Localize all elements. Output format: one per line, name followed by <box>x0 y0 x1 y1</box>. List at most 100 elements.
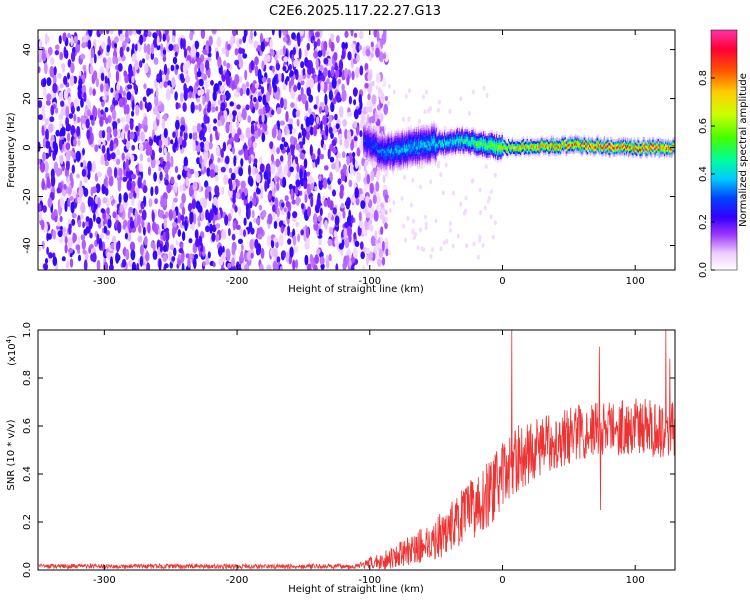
spectrogram-cell <box>42 137 46 149</box>
spectrogram-cell <box>292 235 297 246</box>
spectrogram-cell <box>138 142 144 152</box>
spectrogram-cell <box>385 154 387 158</box>
spectrogram-cell <box>399 139 401 142</box>
spectrogram-cell <box>366 125 369 128</box>
spectrogram-cell <box>512 151 514 154</box>
spectrogram-cell <box>416 139 418 142</box>
spectrogram-cell <box>322 115 327 125</box>
spectrogram-cell <box>366 159 369 163</box>
spectrogram-cell <box>185 60 191 69</box>
spectrogram-cell <box>527 147 529 150</box>
spectrogram-cell <box>385 145 387 148</box>
spectrogram-cell <box>412 131 414 135</box>
spectrogram-cell <box>470 178 474 184</box>
spectrogram-cell <box>217 157 221 163</box>
spectrogram-cell <box>377 258 382 267</box>
spectrogram-cell <box>271 127 277 139</box>
spectrogram-cell <box>217 56 222 68</box>
spectrogram-cell <box>500 137 502 140</box>
spectrogram-cell <box>482 144 484 147</box>
spectrogram-cell <box>534 150 536 154</box>
spectrogram-cell <box>484 130 487 134</box>
spectrogram-cell <box>511 151 514 155</box>
spectrogram-cell <box>380 154 383 157</box>
spectrogram-cell <box>411 139 413 142</box>
spectrogram-cell <box>335 123 340 130</box>
spectrogram-cell <box>408 137 410 140</box>
spectrogram-cell <box>205 92 210 103</box>
spectrogram-cell <box>283 164 288 176</box>
spectrogram-cell <box>408 149 410 152</box>
spectrogram-cell <box>468 143 470 147</box>
spectrogram-cell <box>461 146 463 150</box>
spectrogram-cell <box>73 36 78 44</box>
spectrogram-cell <box>443 148 445 151</box>
spectrogram-cell <box>422 132 424 135</box>
spectrogram-cell <box>393 138 396 141</box>
spectrogram-cell <box>231 257 236 267</box>
spectrogram-cell <box>401 154 403 158</box>
spectrogram-cell <box>437 143 439 146</box>
spectrogram-cell <box>396 155 398 158</box>
spectrogram-cell <box>391 145 393 148</box>
spectrogram-cell <box>488 133 490 136</box>
spectrogram-cell <box>78 70 82 77</box>
spectrogram-cell <box>392 163 395 167</box>
spectrogram-cell <box>478 187 482 193</box>
spectrogram-cell <box>426 154 428 158</box>
spectrogram-cell <box>438 129 440 132</box>
spectrogram-cell <box>429 138 431 142</box>
spectrogram-cell <box>410 140 412 143</box>
spectrogram-cell <box>381 160 383 164</box>
spectrogram-cell <box>276 181 280 191</box>
spectrogram-cell <box>407 143 409 146</box>
spectrogram-cell <box>430 133 433 136</box>
spectrogram-cell <box>125 104 130 115</box>
spectrogram-cell <box>439 145 441 148</box>
spectrogram-cell <box>472 136 475 140</box>
spectrogram-cell <box>236 120 240 128</box>
spectrogram-cell <box>370 144 372 148</box>
spectrogram-cell <box>444 139 446 142</box>
spectrogram-cell <box>64 243 68 254</box>
spectrogram-cell <box>189 132 193 140</box>
spectrogram-cell <box>108 175 114 187</box>
spectrogram-cell <box>480 147 482 150</box>
spectrogram-cell <box>451 137 453 141</box>
spectrogram-cell <box>522 136 525 140</box>
spectrogram-cell <box>444 142 447 146</box>
spectrogram-cell <box>511 149 514 152</box>
spectrogram-cell <box>413 135 415 139</box>
spectrogram-cell <box>470 154 472 158</box>
spectrogram-cell <box>432 141 435 144</box>
spectrogram-cell <box>501 156 503 160</box>
spectrogram-cell <box>378 138 381 142</box>
spectrogram-cell <box>60 108 64 119</box>
spectrogram-cell <box>522 138 525 142</box>
spectrogram-cell <box>404 237 407 243</box>
spectrogram-cell <box>327 238 333 247</box>
spectrogram-cell <box>388 141 390 144</box>
spectrogram-cell <box>485 157 488 161</box>
spectrogram-cell <box>238 206 242 217</box>
spectrogram-cell <box>434 163 436 166</box>
spectrogram-cell <box>48 252 53 259</box>
spectrogram-cell <box>443 143 445 146</box>
spectrogram-cell <box>473 144 475 148</box>
spectrogram-cell <box>405 146 408 150</box>
spectrogram-cell <box>366 152 369 155</box>
spectrogram-cell <box>209 169 215 178</box>
spectrogram-cell <box>381 133 383 137</box>
spectrogram-cell <box>88 86 93 96</box>
spectrogram-cell <box>516 153 518 156</box>
spectrogram-cell <box>101 145 106 154</box>
spectrogram-cell <box>177 174 182 181</box>
spectrogram-cell <box>526 146 528 149</box>
spectrogram-cell <box>299 168 303 180</box>
spectrogram-cell <box>440 147 442 151</box>
spectrogram-cell <box>455 141 457 145</box>
spectrogram-cell <box>476 254 480 260</box>
spectrogram-cell <box>385 137 387 141</box>
spectrogram-cell <box>383 145 385 148</box>
